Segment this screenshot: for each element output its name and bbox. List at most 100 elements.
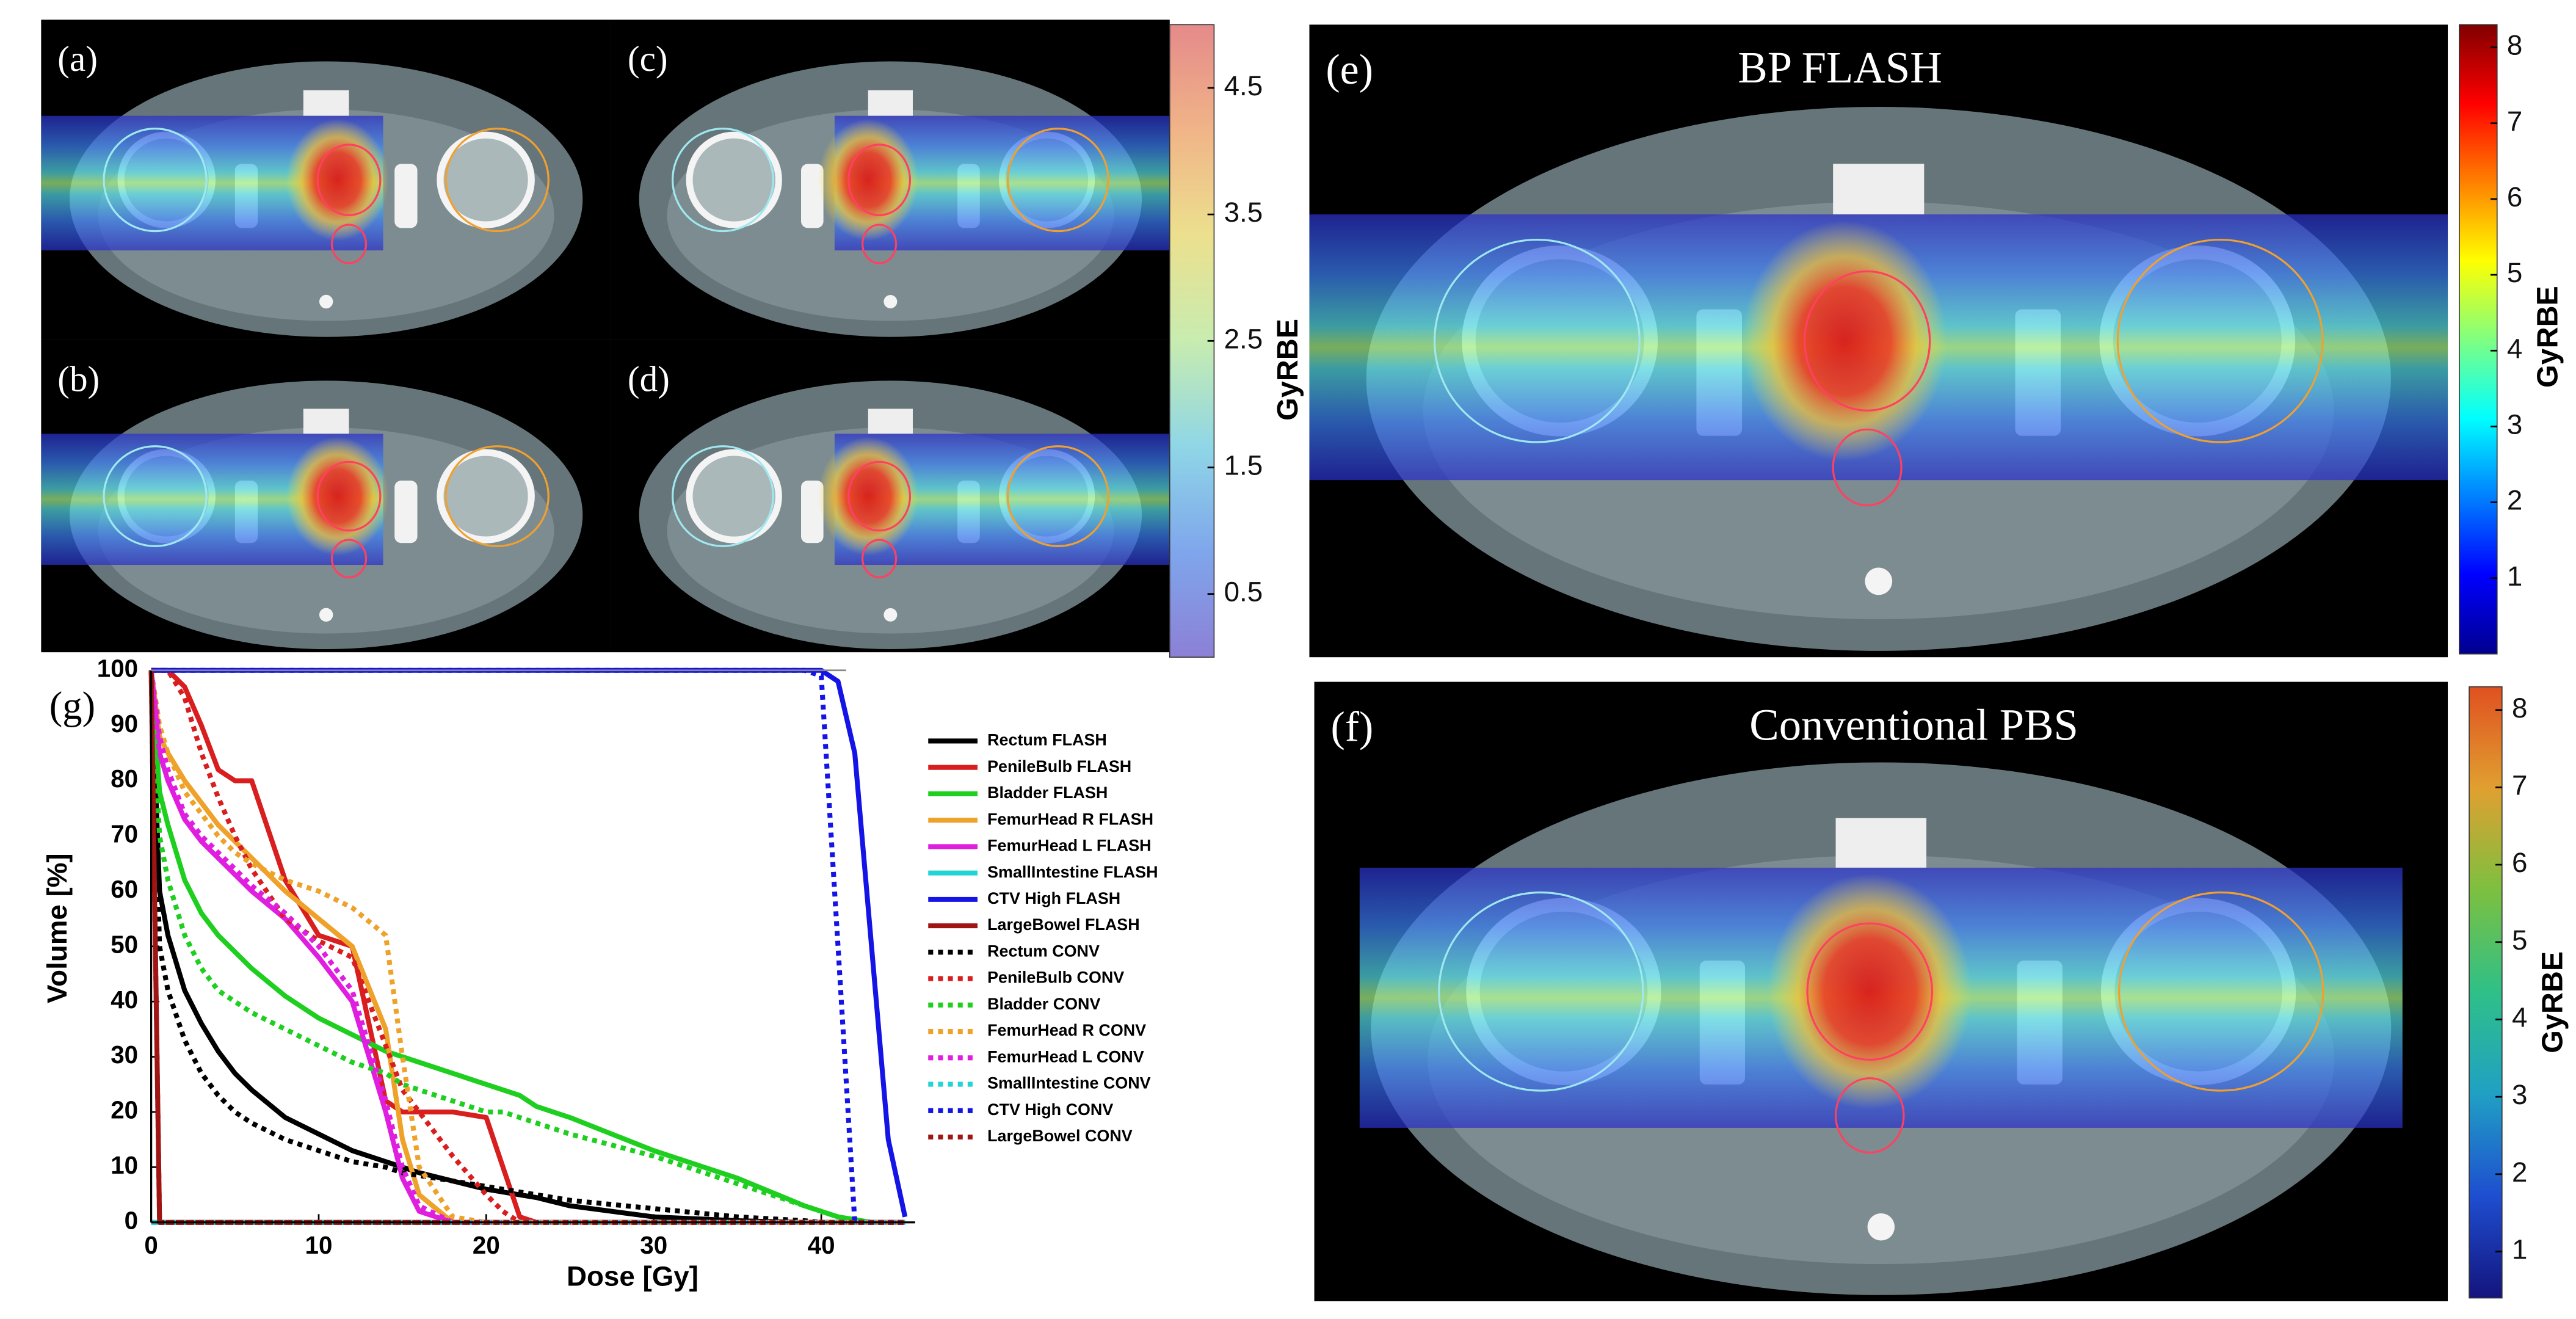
dose-hotspot <box>286 118 389 241</box>
ct-bone <box>801 164 824 228</box>
dvh-line <box>148 670 905 1225</box>
contour-prostate <box>1803 270 1931 412</box>
y-tick-label: 80 <box>111 765 138 793</box>
legend-label: CTV High FLASH <box>987 889 1120 907</box>
ct-image <box>611 340 1170 653</box>
colorbar-tick-label: 0.5 <box>1224 576 1263 608</box>
contour-rectum <box>1832 428 1903 507</box>
x-tick-label: 0 <box>144 1231 158 1259</box>
ct-spine <box>883 608 898 622</box>
y-tick-label: 40 <box>111 986 138 1014</box>
colorbar-tick-label: 3 <box>2512 1079 2527 1110</box>
colorbar-tick-label: 2 <box>2507 485 2522 516</box>
ct-image <box>1314 681 2448 1301</box>
ct-symphysis <box>1833 164 1925 215</box>
ct-femur <box>686 131 782 228</box>
legend-label: SmallIntestine CONV <box>987 1074 1151 1092</box>
contour-femur-l <box>444 128 550 233</box>
dvh-line <box>148 670 905 1225</box>
colorbar <box>1169 24 1215 658</box>
y-tick-label: 60 <box>111 875 138 903</box>
colorbar-tick-label: 1 <box>2512 1234 2527 1265</box>
colorbar-tick-label: 4.5 <box>1224 70 1263 101</box>
dvh-line <box>148 670 905 1225</box>
legend-label: FemurHead R FLASH <box>987 810 1153 828</box>
dose-hotspot <box>818 437 919 556</box>
dvh-line <box>148 670 905 1225</box>
contour-femur-l <box>1006 445 1109 547</box>
contour-femur-r <box>1433 238 1641 443</box>
ct-symphysis <box>303 90 349 116</box>
x-axis-label: Dose [Gy] <box>567 1260 698 1292</box>
ct-spine <box>883 295 898 308</box>
ct-symphysis <box>868 90 913 116</box>
ct-femur <box>437 449 535 543</box>
contour-prostate <box>316 144 382 216</box>
ct-symphysis <box>1835 818 1927 868</box>
contour-femur-l <box>444 445 550 547</box>
y-tick-label: 50 <box>111 930 138 958</box>
contour-femur-l <box>2118 891 2324 1092</box>
panel-label: (a) <box>57 38 98 79</box>
colorbar-label: GyRBE <box>2531 286 2564 388</box>
ct-image <box>41 340 611 653</box>
colorbar-tick-label: 2 <box>2512 1157 2527 1188</box>
colorbar-tick-label: 4 <box>2512 1002 2527 1033</box>
legend-label: FemurHead R CONV <box>987 1021 1146 1039</box>
y-tick-label: 70 <box>111 820 138 848</box>
colorbar <box>2459 24 2498 655</box>
contour-femur-r <box>671 128 774 233</box>
ct-bone <box>394 164 418 228</box>
ct-bone <box>801 480 824 543</box>
colorbar-tick-label: 1.5 <box>1224 450 1263 481</box>
legend-label: PenileBulb FLASH <box>987 757 1131 776</box>
contour-femur-r <box>671 445 774 547</box>
colorbar-tick-label: 7 <box>2512 769 2527 801</box>
dvh-line <box>148 670 905 1225</box>
contour-femur-r <box>103 445 208 547</box>
ct-image <box>1309 24 2448 658</box>
panel-label: (g) <box>49 683 95 727</box>
ct-spine <box>319 294 333 309</box>
y-tick-label: 90 <box>111 710 138 738</box>
colorbar-tick-label: 6 <box>2507 181 2522 213</box>
colorbar-tick-label: 5 <box>2512 925 2527 956</box>
panel-label: (e) <box>1326 46 1373 93</box>
contour-rectum <box>1834 1077 1905 1154</box>
dose-hotspot <box>1768 874 1972 1110</box>
colorbar-tick-label: 3.5 <box>1224 197 1263 228</box>
x-tick-label: 30 <box>640 1231 667 1259</box>
contour-rectum <box>862 223 898 264</box>
contour-prostate <box>847 460 912 532</box>
legend-label: CTV High CONV <box>987 1100 1113 1119</box>
ct-symphysis <box>868 409 913 434</box>
colorbar-tick-label: 6 <box>2512 847 2527 878</box>
colorbar-tick-label: 4 <box>2507 333 2522 364</box>
colorbar-tick-label: 2.5 <box>1224 323 1263 354</box>
dvh-line <box>151 667 905 1225</box>
legend-label: LargeBowel CONV <box>987 1127 1133 1145</box>
colorbar-tick-label: 5 <box>2507 257 2522 288</box>
contour-femur-l <box>2116 238 2324 443</box>
legend-label: FemurHead L FLASH <box>987 837 1151 855</box>
panel-label: (c) <box>628 38 668 79</box>
ct-spine <box>1867 1213 1895 1241</box>
y-tick-label: 0 <box>125 1206 138 1234</box>
contour-femur-r <box>103 128 208 233</box>
colorbar-tick-label: 8 <box>2512 692 2527 724</box>
y-tick-label: 100 <box>97 654 138 682</box>
colorbar <box>2469 686 2503 1299</box>
dose-hotspot <box>818 118 919 241</box>
contour-prostate <box>1806 922 1933 1061</box>
colorbar-tick-label: 3 <box>2507 409 2522 440</box>
dvh-line <box>151 667 905 1225</box>
dvh-line <box>148 670 905 1225</box>
dose-hotspot <box>1742 220 1947 462</box>
dvh-line <box>148 670 905 1225</box>
x-tick-label: 40 <box>808 1231 835 1259</box>
x-tick-label: 10 <box>305 1231 333 1259</box>
panel-title: BP FLASH <box>1738 43 1942 92</box>
contour-femur-l <box>1006 128 1109 233</box>
